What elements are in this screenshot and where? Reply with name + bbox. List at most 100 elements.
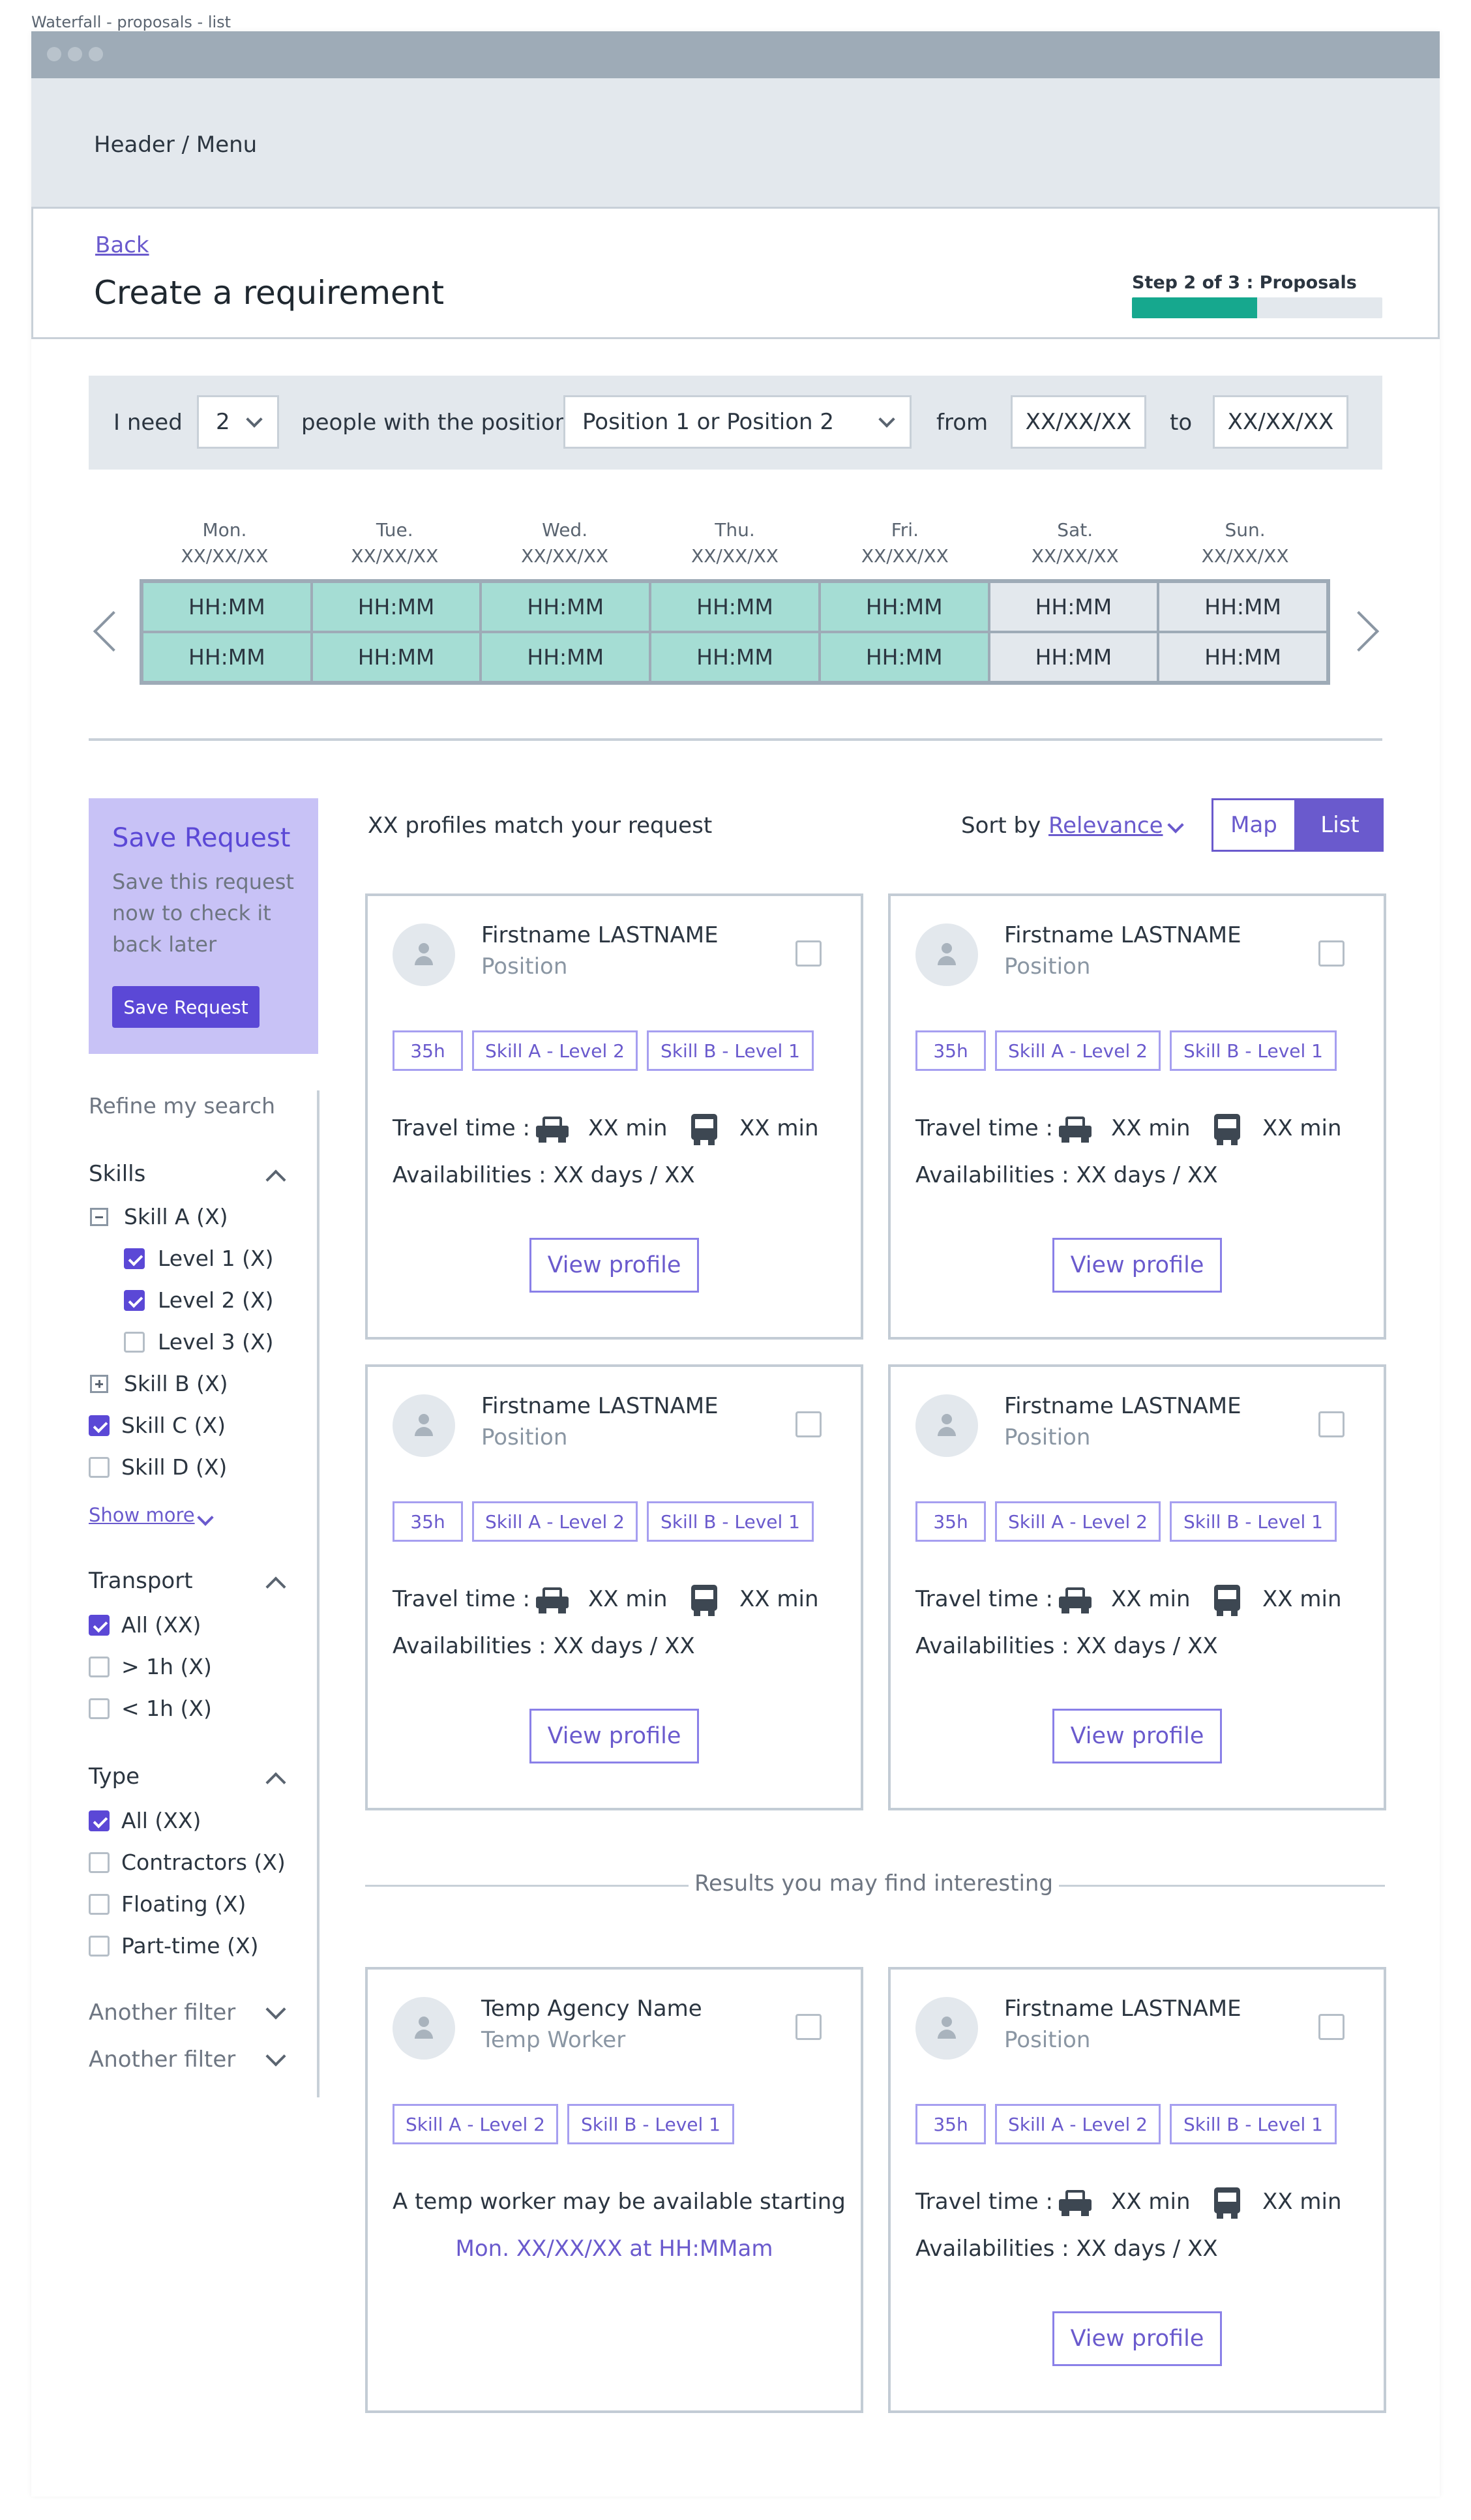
level-3-checkbox[interactable] xyxy=(124,1332,145,1353)
select-profile-checkbox[interactable] xyxy=(795,1411,822,1437)
select-profile-checkbox[interactable] xyxy=(795,2014,822,2040)
view-profile-button[interactable]: View profile xyxy=(1052,1709,1222,1763)
bus-travel-time: XX min xyxy=(1262,1115,1342,1141)
skill-tag: Skill A - Level 2 xyxy=(472,1030,638,1071)
avatar xyxy=(915,1394,978,1457)
transport-under-1h-checkbox[interactable] xyxy=(89,1698,110,1719)
back-link[interactable]: Back xyxy=(95,232,149,258)
time-slot-cell[interactable]: HH:MM xyxy=(988,582,1159,632)
view-profile-button[interactable]: View profile xyxy=(529,1709,699,1763)
skill-a-label[interactable]: Skill A (X) xyxy=(124,1204,228,1229)
skills-filter-title[interactable]: Skills xyxy=(89,1161,146,1187)
window-dot-icon[interactable] xyxy=(47,47,61,61)
skill-tag: Skill B - Level 1 xyxy=(647,1501,814,1542)
view-profile-button[interactable]: View profile xyxy=(1052,1238,1222,1293)
skill-c-label[interactable]: Skill C (X) xyxy=(121,1413,226,1438)
header-menu-label[interactable]: Header / Menu xyxy=(94,132,258,158)
window-dot-icon[interactable] xyxy=(89,47,103,61)
profile-name: Firstname LASTNAME xyxy=(1004,1996,1241,2022)
position-select[interactable]: Position 1 or Position 2 xyxy=(563,395,912,449)
bus-travel-time: XX min xyxy=(1262,1586,1342,1612)
select-profile-checkbox[interactable] xyxy=(1318,940,1345,967)
show-more-link[interactable]: Show more xyxy=(89,1504,195,1526)
position-value: Position 1 or Position 2 xyxy=(582,409,835,435)
level-2-label[interactable]: Level 2 (X) xyxy=(158,1287,274,1313)
time-slot-cell[interactable]: HH:MM xyxy=(142,582,312,632)
select-profile-checkbox[interactable] xyxy=(795,940,822,967)
map-view-button[interactable]: Map xyxy=(1211,798,1296,852)
car-travel-time: XX min xyxy=(588,1115,668,1141)
time-slot-cell[interactable]: HH:MM xyxy=(819,582,989,632)
skill-c-checkbox[interactable] xyxy=(89,1415,110,1436)
time-slot-cell[interactable]: HH:MM xyxy=(311,632,481,682)
window-dot-icon[interactable] xyxy=(68,47,82,61)
time-slot-cell[interactable]: HH:MM xyxy=(1158,582,1328,632)
transport-filter-title[interactable]: Transport xyxy=(89,1568,193,1594)
time-slot-cell[interactable]: HH:MM xyxy=(481,632,651,682)
transport-over-1h-label[interactable]: > 1h (X) xyxy=(121,1654,212,1679)
skill-a-collapse-icon[interactable] xyxy=(90,1208,108,1226)
step-label: Step 2 of 3 : Proposals xyxy=(1132,273,1357,293)
i-need-label: I need xyxy=(113,410,183,436)
profile-position: Position xyxy=(1004,953,1091,980)
view-profile-button[interactable]: View profile xyxy=(529,1238,699,1293)
level-2-checkbox[interactable] xyxy=(124,1290,145,1311)
transport-all-checkbox[interactable] xyxy=(89,1615,110,1636)
time-slot-cell[interactable]: HH:MM xyxy=(142,632,312,682)
skill-b-label[interactable]: Skill B (X) xyxy=(124,1371,228,1396)
view-profile-button[interactable]: View profile xyxy=(1052,2311,1222,2366)
skill-tag: Skill B - Level 1 xyxy=(1170,1030,1337,1071)
time-slot-cell[interactable]: HH:MM xyxy=(988,632,1159,682)
time-slot-cell[interactable]: HH:MM xyxy=(819,632,989,682)
level-1-label[interactable]: Level 1 (X) xyxy=(158,1246,274,1271)
type-filter-title[interactable]: Type xyxy=(89,1763,140,1790)
select-profile-checkbox[interactable] xyxy=(1318,1411,1345,1437)
car-travel-time: XX min xyxy=(1111,1586,1191,1612)
travel-time-label: Travel time : xyxy=(393,1115,530,1141)
level-3-label[interactable]: Level 3 (X) xyxy=(158,1329,274,1355)
bus-icon xyxy=(1214,2187,1240,2219)
floating-label[interactable]: Floating (X) xyxy=(121,1891,246,1917)
day-date: XX/XX/XX xyxy=(521,545,609,567)
day-name: Sun. xyxy=(1225,519,1266,541)
availability-text: Availabilities : XX days / XX xyxy=(393,1162,695,1188)
type-all-checkbox[interactable] xyxy=(89,1810,110,1831)
to-date-input[interactable]: XX/XX/XX xyxy=(1213,395,1348,449)
list-view-button[interactable]: List xyxy=(1296,798,1384,852)
skill-tag: Skill A - Level 2 xyxy=(995,1501,1161,1542)
to-label: to xyxy=(1170,410,1193,436)
level-1-checkbox[interactable] xyxy=(124,1248,145,1269)
another-filter-1[interactable]: Another filter xyxy=(89,2000,236,2026)
skill-b-expand-icon[interactable] xyxy=(90,1375,108,1393)
skill-d-checkbox[interactable] xyxy=(89,1457,110,1478)
contractors-label[interactable]: Contractors (X) xyxy=(121,1850,286,1875)
part-time-label[interactable]: Part-time (X) xyxy=(121,1933,259,1958)
profile-card: Firstname LASTNAME Position 35h Skill A … xyxy=(365,893,863,1340)
time-slot-cell[interactable]: HH:MM xyxy=(650,632,820,682)
part-time-checkbox[interactable] xyxy=(89,1936,110,1957)
transport-under-1h-label[interactable]: < 1h (X) xyxy=(121,1696,212,1721)
type-all-label[interactable]: All (XX) xyxy=(121,1808,201,1833)
day-name: Thu. xyxy=(715,519,755,541)
profile-name: Firstname LASTNAME xyxy=(1004,922,1241,948)
skill-d-label[interactable]: Skill D (X) xyxy=(121,1454,228,1480)
another-filter-2[interactable]: Another filter xyxy=(89,2047,236,2073)
transport-all-label[interactable]: All (XX) xyxy=(121,1612,201,1638)
separator-line xyxy=(365,1885,689,1887)
floating-checkbox[interactable] xyxy=(89,1894,110,1915)
quantity-select[interactable]: 2 xyxy=(197,395,279,449)
day-name: Sat. xyxy=(1057,519,1093,541)
save-request-button[interactable]: Save Request xyxy=(112,986,260,1028)
header-menu xyxy=(31,78,1440,209)
select-profile-checkbox[interactable] xyxy=(1318,2014,1345,2040)
skill-tag: Skill A - Level 2 xyxy=(393,2104,558,2144)
time-slot-cell[interactable]: HH:MM xyxy=(311,582,481,632)
from-date-input[interactable]: XX/XX/XX xyxy=(1011,395,1146,449)
transport-over-1h-checkbox[interactable] xyxy=(89,1657,110,1677)
time-slot-cell[interactable]: HH:MM xyxy=(481,582,651,632)
time-slot-cell[interactable]: HH:MM xyxy=(650,582,820,632)
time-slot-cell[interactable]: HH:MM xyxy=(1158,632,1328,682)
sort-select[interactable]: Relevance xyxy=(1048,813,1163,839)
travel-time-label: Travel time : xyxy=(915,2189,1053,2215)
contractors-checkbox[interactable] xyxy=(89,1852,110,1873)
